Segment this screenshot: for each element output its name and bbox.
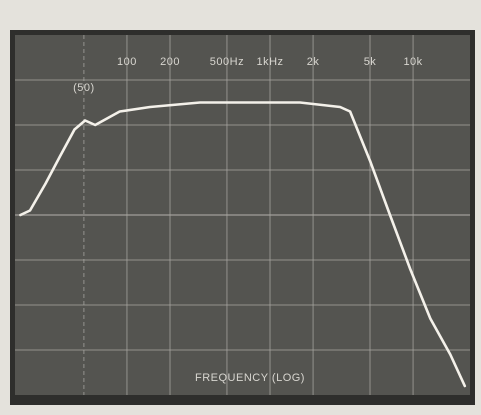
- x-tick-label: 5k: [364, 56, 377, 68]
- x-tick-label: 500Hz: [210, 56, 244, 68]
- x-tick-label: (50): [73, 82, 95, 94]
- x-tick-label: 2k: [307, 56, 320, 68]
- x-tick-label: 1kHz: [256, 56, 283, 68]
- chart: FREQUENCY (LOG) (50) 100 200 500Hz 1kHz 2k 5k 1…: [0, 0, 481, 415]
- x-tick-label: 100: [117, 56, 137, 68]
- x-tick-label: 200: [160, 56, 180, 68]
- page: FREQUENCY (LOG) (50) 100 200 500Hz 1kHz 2k 5k 1…: [0, 0, 481, 415]
- x-tick-label: 10k: [403, 56, 422, 68]
- x-axis-label: FREQUENCY (LOG): [195, 372, 305, 384]
